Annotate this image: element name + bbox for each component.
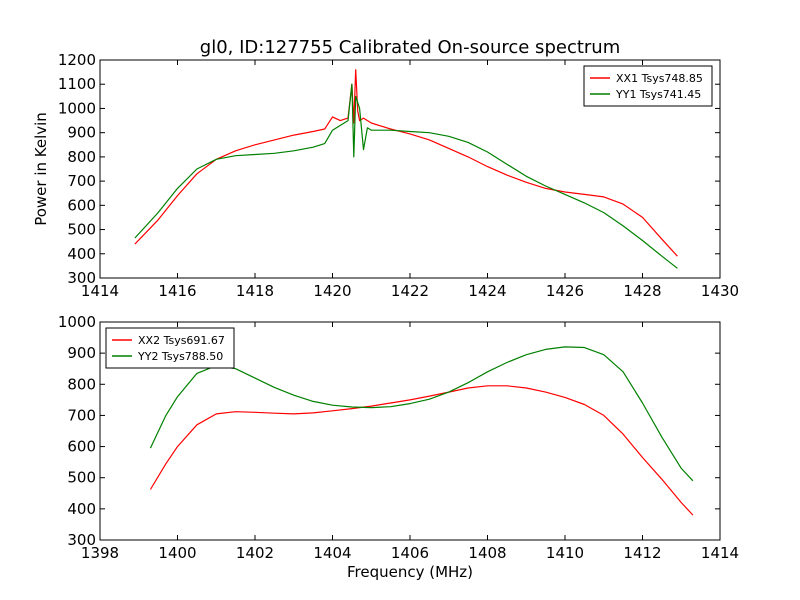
y-tick-label: 500 — [67, 469, 96, 487]
y-tick-label: 800 — [67, 375, 96, 393]
y-tick-label: 700 — [67, 172, 96, 190]
y-tick-label: 1000 — [58, 313, 96, 331]
y-tick-label: 1000 — [58, 99, 96, 117]
y-tick-label: 600 — [67, 196, 96, 214]
legend-box — [105, 327, 235, 369]
y-tick-label: 900 — [67, 344, 96, 362]
y-tick-label: 500 — [67, 221, 96, 239]
y-tick-label: 300 — [67, 269, 96, 287]
y-tick-label: 600 — [67, 438, 96, 456]
y-tick-label: 300 — [67, 531, 96, 549]
series-line-red — [149, 385, 694, 516]
x-tick-label: 1428 — [623, 282, 661, 300]
series-line-red — [134, 69, 678, 257]
y-tick-label: 900 — [67, 124, 96, 142]
legend: XX1 Tsys748.85 YY1 Tsys741.45 — [583, 65, 713, 107]
x-tick-label: 1414 — [701, 544, 739, 562]
x-tick-label: 1402 — [236, 544, 274, 562]
y-tick-label: 800 — [67, 148, 96, 166]
y-tick-label: 1200 — [58, 51, 96, 69]
x-tick-label: 1410 — [546, 544, 584, 562]
y-tick-label: 700 — [67, 406, 96, 424]
x-tick-label: 1404 — [313, 544, 351, 562]
x-tick-label: 1400 — [158, 544, 196, 562]
legend-entry: XX1 Tsys748.85 — [616, 72, 703, 85]
x-tick-label: 1426 — [546, 282, 584, 300]
legend: XX2 Tsys691.67 YY2 Tsys788.50 — [105, 327, 235, 369]
x-tick-label: 1420 — [313, 282, 351, 300]
x-axis-label: Frequency (MHz) — [347, 563, 473, 581]
x-tick-label: 1418 — [236, 282, 274, 300]
x-tick-label: 1430 — [701, 282, 739, 300]
x-tick-label: 1424 — [468, 282, 506, 300]
series-line-green — [134, 83, 678, 269]
x-tick-label: 1406 — [391, 544, 429, 562]
bottom-spectrum-plot: 1398 1400 1402 1404 1406 1408 1410 1412 1414 300 4… — [58, 313, 739, 562]
x-tick-label: 1414 — [81, 282, 119, 300]
x-tick-label: 1408 — [468, 544, 506, 562]
x-tick-label: 1416 — [158, 282, 196, 300]
legend-entry: XX2 Tsys691.67 — [138, 334, 225, 347]
x-tick-label: 1422 — [391, 282, 429, 300]
y-tick-label: 400 — [67, 245, 96, 263]
y-tick-label: 1100 — [58, 75, 96, 93]
figure-title: gl0, ID:127755 Calibrated On-source spec… — [200, 37, 620, 58]
y-tick-label: 400 — [67, 500, 96, 518]
legend-entry: YY1 Tsys741.45 — [615, 88, 701, 101]
x-tick-label: 1412 — [623, 544, 661, 562]
legend-entry: YY2 Tsys788.50 — [137, 350, 223, 363]
legend-box — [583, 65, 713, 107]
y-axis-label: Power in Kelvin — [32, 112, 50, 226]
top-spectrum-plot: 1414 1416 1418 1420 1422 1424 1426 1428 1430 300 4… — [58, 51, 739, 300]
x-tick-label: 1398 — [81, 544, 119, 562]
